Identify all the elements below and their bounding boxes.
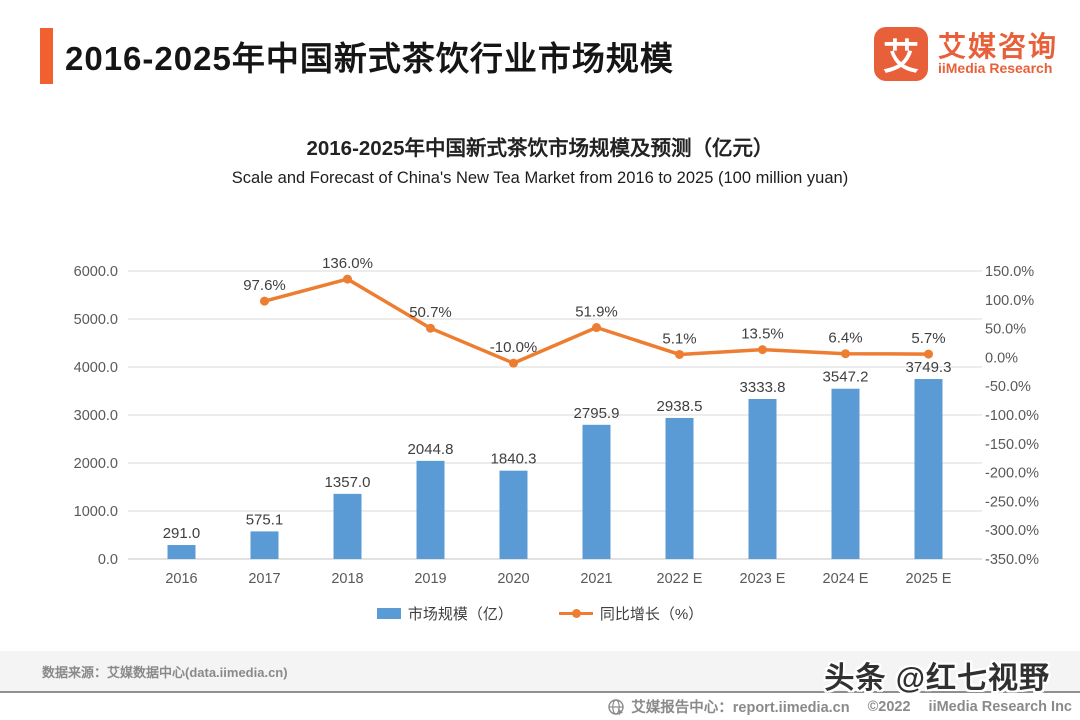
svg-text:2000.0: 2000.0 xyxy=(74,456,118,472)
svg-text:3000.0: 3000.0 xyxy=(74,408,118,424)
page-title: 2016-2025年中国新式茶饮行业市场规模 xyxy=(65,40,674,77)
svg-text:-100.0%: -100.0% xyxy=(985,408,1039,424)
company-text: iiMedia Research Inc xyxy=(928,698,1072,715)
svg-text:50.7%: 50.7% xyxy=(409,304,452,321)
svg-text:4000.0: 4000.0 xyxy=(74,360,118,376)
watermark: 头条 @红七视野 xyxy=(824,662,1050,695)
svg-text:6000.0: 6000.0 xyxy=(74,264,118,280)
svg-text:0.0%: 0.0% xyxy=(985,350,1018,366)
svg-text:5.7%: 5.7% xyxy=(911,330,945,347)
svg-text:-350.0%: -350.0% xyxy=(985,552,1039,568)
footer-bar: 艾媒报告中心：report.iimedia.cn ©2022 iiMedia R… xyxy=(0,693,1080,720)
svg-text:136.0%: 136.0% xyxy=(322,255,373,272)
svg-text:-150.0%: -150.0% xyxy=(985,437,1039,453)
svg-text:5000.0: 5000.0 xyxy=(74,312,118,328)
svg-text:1357.0: 1357.0 xyxy=(325,474,371,491)
data-source-text: 数据来源：艾媒数据中心(data.iimedia.cn) xyxy=(42,665,288,680)
title-accent-bar xyxy=(40,28,53,84)
legend-label-growth: 同比增长（%） xyxy=(599,606,704,623)
chart-legend: 市场规模（亿） 同比增长（%） xyxy=(0,603,1080,624)
svg-text:2795.9: 2795.9 xyxy=(574,405,620,422)
svg-text:2938.5: 2938.5 xyxy=(657,398,703,415)
legend-item-growth: 同比增长（%） xyxy=(558,603,704,624)
svg-text:5.1%: 5.1% xyxy=(662,330,696,347)
svg-text:13.5%: 13.5% xyxy=(741,326,784,343)
footer-divider xyxy=(0,691,1080,693)
svg-text:291.0: 291.0 xyxy=(163,525,201,542)
chart-title: 2016-2025年中国新式茶饮市场规模及预测（亿元） xyxy=(306,137,774,160)
svg-text:1000.0: 1000.0 xyxy=(74,504,118,520)
svg-text:2016: 2016 xyxy=(165,571,197,587)
svg-text:0.0: 0.0 xyxy=(98,552,118,568)
svg-text:2021: 2021 xyxy=(580,571,612,587)
svg-text:2020: 2020 xyxy=(497,571,529,587)
svg-text:-300.0%: -300.0% xyxy=(985,523,1039,539)
svg-text:3547.2: 3547.2 xyxy=(823,369,869,386)
svg-text:-200.0%: -200.0% xyxy=(985,466,1039,482)
svg-text:3333.8: 3333.8 xyxy=(740,379,786,396)
bar-series-swatch-icon xyxy=(376,608,401,619)
svg-text:-50.0%: -50.0% xyxy=(985,379,1031,395)
report-header: 2016-2025年中国新式茶饮行业市场规模 xyxy=(40,28,674,84)
svg-text:2022 E: 2022 E xyxy=(657,571,703,587)
line-series-swatch-icon xyxy=(558,609,593,618)
svg-text:97.6%: 97.6% xyxy=(243,277,286,294)
logo-name-en: iiMedia Research xyxy=(937,60,1053,77)
copyright-text: ©2022 xyxy=(867,698,911,715)
svg-text:100.0%: 100.0% xyxy=(985,293,1034,309)
market-size-chart: 6000.0 5000.0 4000.0 3000.0 2000.0 1000.0 0.0 1… xyxy=(74,255,1039,587)
svg-text:2019: 2019 xyxy=(414,571,446,587)
legend-label-market-size: 市场规模（亿） xyxy=(407,606,513,623)
data-source-band: 数据来源：艾媒数据中心(data.iimedia.cn) xyxy=(0,651,1080,691)
svg-text:2024 E: 2024 E xyxy=(823,571,869,587)
svg-text:575.1: 575.1 xyxy=(246,511,284,528)
svg-text:3749.3: 3749.3 xyxy=(906,359,952,376)
chart-subtitle: Scale and Forecast of China's New Tea Ma… xyxy=(231,169,849,187)
svg-text:51.9%: 51.9% xyxy=(575,304,618,321)
svg-text:50.0%: 50.0% xyxy=(985,322,1026,338)
svg-text:-250.0%: -250.0% xyxy=(985,494,1039,510)
report-center-link: 艾媒报告中心：report.iimedia.cn xyxy=(631,700,850,716)
svg-text:-10.0%: -10.0% xyxy=(490,339,538,356)
svg-text:2023 E: 2023 E xyxy=(740,571,786,587)
svg-text:6.4%: 6.4% xyxy=(828,330,862,347)
svg-text:2044.8: 2044.8 xyxy=(408,441,454,458)
svg-text:2017: 2017 xyxy=(248,571,280,587)
globe-icon xyxy=(608,698,624,716)
svg-text:2018: 2018 xyxy=(331,571,363,587)
svg-text:1840.3: 1840.3 xyxy=(491,451,537,468)
logo-name-cn: 艾媒咨询 xyxy=(937,30,1058,62)
iimedia-logo-icon: 艾 xyxy=(873,27,928,81)
svg-text:2025 E: 2025 E xyxy=(906,571,952,587)
legend-item-market-size: 市场规模（亿） xyxy=(376,603,513,624)
svg-text:150.0%: 150.0% xyxy=(985,264,1034,280)
iimedia-logo: 艾 艾媒咨询 iiMedia Research xyxy=(873,27,1058,81)
